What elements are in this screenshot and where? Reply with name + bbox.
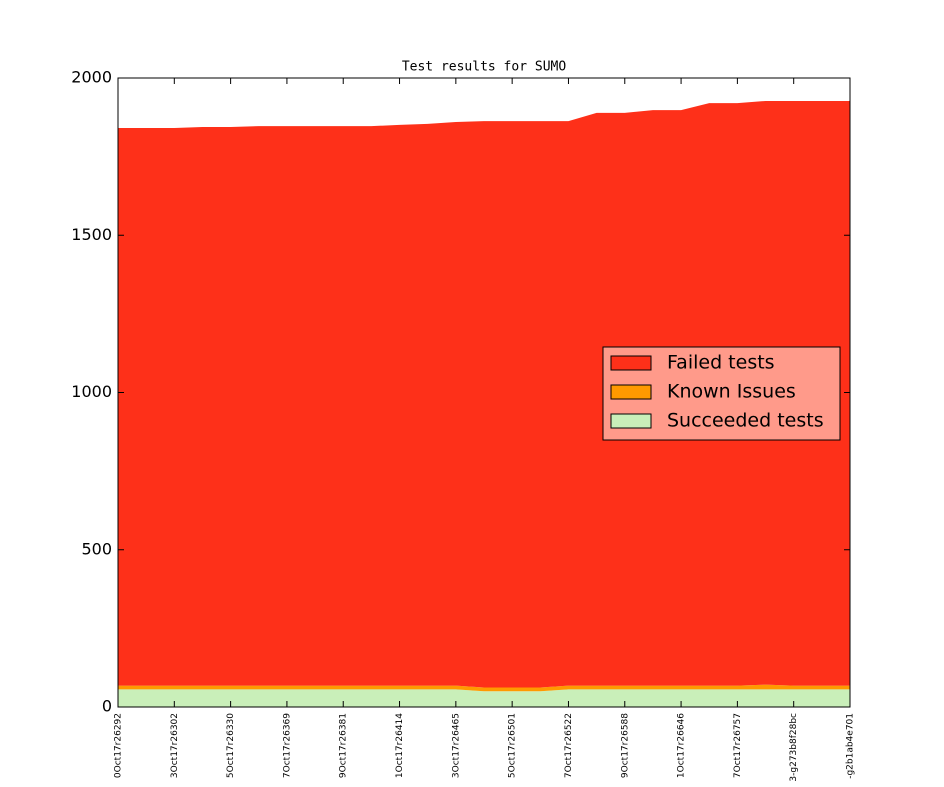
x-tick-label: 9Oct17r26588 <box>620 713 630 778</box>
y-tick-label: 1000 <box>71 382 112 401</box>
legend-label: Failed tests <box>667 352 775 374</box>
y-tick-label: 1500 <box>71 225 112 244</box>
x-tick-label: 3Oct17r26465 <box>451 713 461 778</box>
legend-label: Known Issues <box>667 381 796 403</box>
x-tick-label: -g2b1ab4e701 <box>846 713 856 779</box>
area <box>118 689 850 707</box>
y-tick-label: 0 <box>102 697 112 716</box>
chart-title: Test results for SUMO <box>402 60 567 75</box>
legend-swatch <box>610 413 652 429</box>
y-tick-label: 500 <box>81 539 112 558</box>
x-tick-label: 5Oct17r26501 <box>508 713 518 778</box>
legend: Failed tests Known Issues Succeeded tests <box>602 346 841 441</box>
legend-swatch <box>610 384 652 400</box>
x-tick-label: 9Oct17r26381 <box>339 713 349 778</box>
x-tick-label: 7Oct17r26369 <box>282 713 292 778</box>
legend-label: Succeeded tests <box>667 410 824 432</box>
legend-swatch <box>610 355 652 371</box>
x-tick-label: 3-g273b8f28bc <box>789 713 799 782</box>
x-tick-label: 5Oct17r26330 <box>226 713 236 778</box>
y-tick-label: 2000 <box>71 68 112 87</box>
area <box>118 684 850 692</box>
x-tick-label: 7Oct17r26757 <box>733 713 743 778</box>
x-tick-label: 3Oct17r26302 <box>170 713 180 778</box>
x-tick-label: 1Oct17r26646 <box>677 713 687 778</box>
x-tick-label: 0Oct17r26292 <box>114 713 124 778</box>
x-tick-label: 1Oct17r26414 <box>395 713 405 778</box>
area <box>118 100 850 688</box>
x-tick-label: 7Oct17r26522 <box>564 713 574 778</box>
